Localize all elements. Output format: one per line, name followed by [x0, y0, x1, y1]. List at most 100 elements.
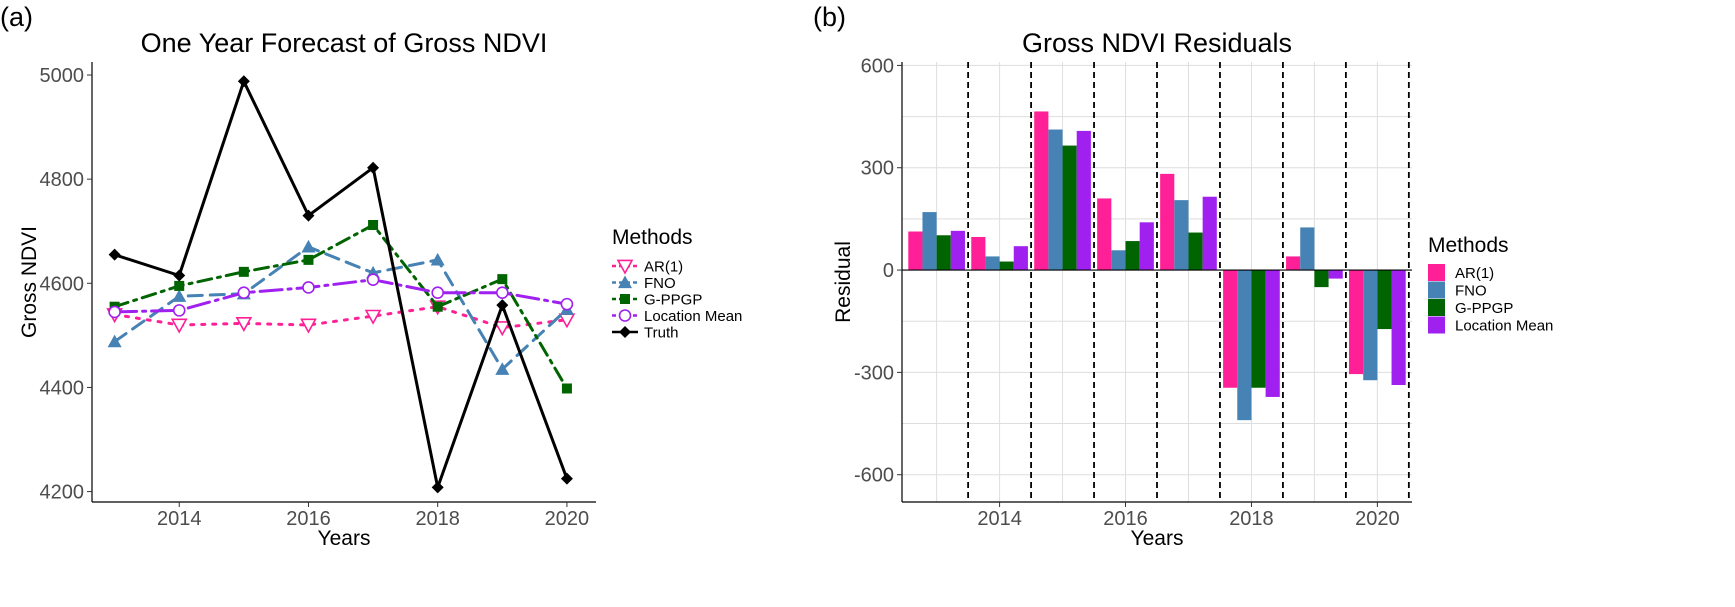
series-truth: [108, 75, 573, 494]
right-x-tick-label: 2014: [977, 508, 1022, 530]
bar-g-ppgp-2017: [1188, 232, 1203, 271]
bar-ar-1-2014: [971, 236, 986, 271]
bar-location-mean-2013: [950, 230, 965, 271]
legend-label-fno: FNO: [1455, 283, 1487, 300]
bar-ar-1-2018: [1223, 270, 1238, 388]
data-point-location-mean: [496, 286, 509, 299]
right-y-tick-label: -300: [854, 362, 894, 384]
bar-fno-2018: [1237, 270, 1252, 421]
bar-fno-2019: [1300, 227, 1315, 271]
data-point-truth: [560, 472, 573, 485]
legend-swatch-fno: [1428, 281, 1445, 299]
data-point-location-mean: [172, 304, 186, 317]
data-point-g-ppgp: [303, 254, 314, 265]
left-x-tick-label: 2018: [415, 508, 460, 530]
data-point-truth: [367, 161, 380, 174]
data-point-g-ppgp: [368, 219, 379, 230]
data-point-location-mean: [237, 286, 251, 299]
left-legend-title: Methods: [612, 226, 693, 249]
legend-label-fno: FNO: [644, 275, 676, 292]
data-point-fno: [301, 239, 316, 253]
right-x-tick-label: 2018: [1229, 508, 1274, 530]
data-point-truth: [431, 481, 444, 494]
data-point-g-ppgp: [497, 274, 508, 285]
bar-ar-1-2015: [1034, 111, 1049, 271]
legend-marker-g-ppgp: [620, 294, 630, 304]
left-y-tick-label: 4800: [40, 169, 85, 191]
left-y-axis-title: Gross NDVI: [18, 226, 41, 338]
legend-label-g-ppgp: G-PPGP: [1455, 300, 1513, 317]
bar-ar-1-2019: [1286, 256, 1301, 271]
left-y-tick-label: 5000: [40, 65, 85, 87]
data-point-location-mean: [560, 297, 574, 311]
left-legend-item: FNO: [612, 275, 676, 292]
data-point-ar-1: [235, 316, 253, 333]
left-y-tick-label: 4200: [40, 482, 85, 504]
data-point-ar-1: [364, 309, 382, 325]
right-legend-item: G-PPGP: [1428, 299, 1513, 317]
bar-ar-1-2020: [1349, 270, 1364, 375]
data-point-location-mean: [108, 305, 121, 319]
right-x-tick-label: 2016: [1103, 508, 1148, 530]
legend-swatch-g-ppgp: [1428, 299, 1445, 316]
series-line-location-mean: [113, 278, 569, 314]
legend-label-ar-1: AR(1): [1455, 265, 1494, 282]
bar-fno-2016: [1111, 250, 1126, 271]
left-x-tick-label: 2020: [545, 508, 590, 530]
panel-label-b: (b): [813, 2, 846, 32]
panel-label-a: (a): [0, 2, 33, 32]
legend-label-truth: Truth: [644, 325, 678, 342]
legend-marker-location-mean: [618, 309, 632, 322]
right-y-tick-label: -600: [854, 465, 894, 487]
data-point-ar-1: [170, 318, 188, 334]
data-point-location-mean: [431, 286, 444, 299]
bar-g-ppgp-2015: [1062, 145, 1077, 271]
right-legend-item: Location Mean: [1428, 316, 1553, 335]
data-point-g-ppgp: [174, 280, 185, 291]
data-point-ar-1: [300, 318, 317, 334]
data-point-fno: [430, 252, 445, 266]
residual-bar-chart: Gross NDVI Residuals -600 -300 0 300 600 2014 2…: [832, 28, 1553, 550]
data-point-g-ppgp: [561, 383, 572, 394]
right-y-tick-label: 0: [883, 260, 894, 282]
left-x-tick-label: 2014: [157, 508, 202, 530]
legend-swatch-ar-1: [1428, 264, 1445, 281]
right-legend-item: FNO: [1428, 281, 1487, 300]
data-point-fno: [495, 362, 510, 375]
data-point-truth: [173, 269, 186, 282]
legend-label-ar-1: AR(1): [644, 259, 683, 276]
data-point-truth: [496, 299, 509, 312]
right-x-tick-label: 2020: [1355, 508, 1400, 530]
right-y-tick-label: 300: [861, 158, 894, 180]
right-y-axis-title: Residual: [832, 241, 855, 323]
bar-g-ppgp-2016: [1125, 241, 1140, 271]
bar-fno-2013: [922, 212, 937, 271]
data-point-fno: [107, 334, 122, 348]
data-point-ar-1: [493, 321, 511, 337]
data-point-location-mean: [366, 273, 380, 286]
bar-location-mean-2014: [1013, 246, 1028, 271]
bar-ar-1-2016: [1097, 198, 1112, 271]
data-point-g-ppgp: [432, 301, 443, 312]
forecast-line-chart: One Year Forecast of Gross NDVI 4200 4400 4…: [18, 28, 742, 550]
bar-fno-2015: [1048, 129, 1063, 271]
left-x-axis-title: Years: [318, 527, 371, 550]
legend-label-location-mean: Location Mean: [644, 308, 742, 325]
bar-location-mean-2020: [1391, 270, 1406, 386]
series-location-mean: [108, 273, 574, 319]
series-line-ar-1: [113, 305, 569, 330]
bar-fno-2017: [1174, 200, 1189, 271]
legend-label-g-ppgp: G-PPGP: [644, 292, 702, 309]
series-line-fno: [113, 245, 569, 371]
bar-fno-2014: [985, 256, 1000, 271]
series-line-truth: [113, 79, 569, 489]
bar-location-mean-2015: [1076, 130, 1091, 271]
data-point-truth: [108, 248, 121, 261]
bar-location-mean-2018: [1265, 270, 1280, 397]
series-line-g-ppgp: [113, 223, 569, 390]
right-y-tick-label: 600: [861, 55, 894, 77]
legend-marker-fno: [618, 275, 632, 289]
data-point-truth: [237, 75, 250, 88]
bar-location-mean-2017: [1202, 196, 1217, 271]
left-legend-item: Location Mean: [612, 308, 742, 325]
